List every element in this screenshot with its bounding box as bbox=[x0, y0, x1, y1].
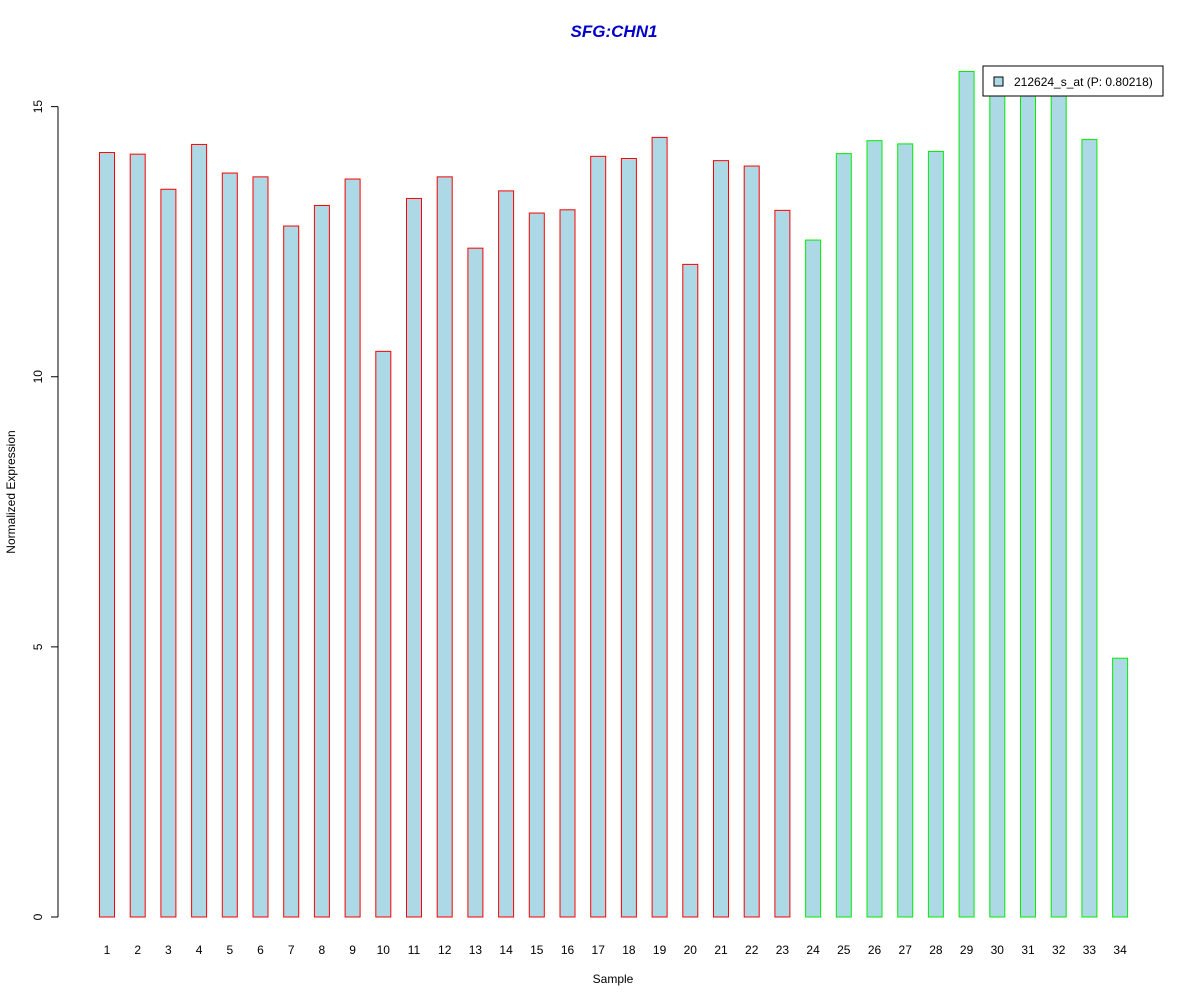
bar-sample-30 bbox=[989, 79, 1006, 918]
x-tick-label: 7 bbox=[288, 943, 295, 957]
y-axis: 0 5 10 15 bbox=[31, 100, 59, 920]
bar-sample-14 bbox=[498, 190, 515, 918]
bar-sample-9 bbox=[344, 178, 361, 918]
bar-sample-12 bbox=[436, 176, 453, 918]
bar-sample-24 bbox=[805, 239, 822, 918]
x-tick-label: 26 bbox=[868, 943, 882, 957]
bar-sample-20 bbox=[682, 263, 699, 918]
bar-sample-18 bbox=[620, 157, 637, 918]
x-tick-label: 5 bbox=[226, 943, 233, 957]
x-tick-label: 20 bbox=[684, 943, 698, 957]
x-tick-label: 27 bbox=[899, 943, 913, 957]
bar-sample-27 bbox=[897, 143, 914, 918]
bar-sample-17 bbox=[590, 155, 607, 918]
x-tick-label: 12 bbox=[438, 943, 452, 957]
x-tick-label: 3 bbox=[165, 943, 172, 957]
x-tick-label: 30 bbox=[991, 943, 1005, 957]
bars-group bbox=[99, 65, 1129, 918]
bar-sample-7 bbox=[283, 225, 300, 918]
bar-sample-32 bbox=[1050, 95, 1067, 918]
x-tick-label: 32 bbox=[1052, 943, 1066, 957]
bar-sample-10 bbox=[375, 350, 392, 918]
bar-sample-23 bbox=[774, 209, 791, 918]
x-tick-label: 25 bbox=[837, 943, 851, 957]
bar-sample-16 bbox=[559, 209, 576, 918]
x-tick-label: 34 bbox=[1113, 943, 1127, 957]
x-tick-label: 22 bbox=[745, 943, 759, 957]
x-tick-label: 21 bbox=[714, 943, 728, 957]
x-tick-labels: 1 2 3 4 5 6 7 8 9 10 11 12 13 14 15 16 17 18 19 20 21 22 23 24 2… bbox=[104, 943, 1127, 957]
x-tick-label: 9 bbox=[349, 943, 356, 957]
bar-sample-34 bbox=[1112, 657, 1129, 918]
y-tick-label: 15 bbox=[31, 100, 45, 114]
x-tick-label: 4 bbox=[196, 943, 203, 957]
legend-swatch bbox=[993, 76, 1004, 87]
bar-sample-6 bbox=[252, 176, 269, 918]
bar-sample-21 bbox=[713, 160, 729, 918]
x-tick-label: 10 bbox=[377, 943, 391, 957]
legend-box bbox=[982, 65, 1164, 97]
x-tick-label: 14 bbox=[499, 943, 513, 957]
legend: 212624_s_at (P: 0.80218) bbox=[982, 65, 1164, 97]
bar-sample-29 bbox=[958, 71, 975, 918]
x-tick-label: 13 bbox=[469, 943, 483, 957]
bar-sample-33 bbox=[1081, 139, 1098, 918]
x-tick-label: 18 bbox=[622, 943, 636, 957]
x-tick-label: 17 bbox=[592, 943, 606, 957]
bar-sample-28 bbox=[927, 150, 944, 918]
x-tick-label: 15 bbox=[530, 943, 544, 957]
bar-sample-11 bbox=[406, 197, 422, 918]
bar-sample-13 bbox=[467, 247, 484, 918]
bar-sample-26 bbox=[866, 140, 883, 918]
x-tick-label: 24 bbox=[806, 943, 820, 957]
x-tick-label: 6 bbox=[257, 943, 264, 957]
x-tick-label: 33 bbox=[1083, 943, 1097, 957]
legend-label: 212624_s_at (P: 0.80218) bbox=[1014, 75, 1153, 89]
y-axis-title: Normalized Expression bbox=[4, 430, 18, 553]
x-tick-label: 28 bbox=[929, 943, 943, 957]
x-tick-label: 2 bbox=[134, 943, 141, 957]
chart-title: SFG:CHN1 bbox=[571, 22, 658, 41]
bar-sample-31 bbox=[1020, 65, 1036, 918]
y-tick-label: 10 bbox=[31, 370, 45, 384]
bar-sample-1 bbox=[99, 152, 115, 918]
bar-sample-22 bbox=[743, 165, 760, 918]
bar-sample-4 bbox=[191, 143, 208, 918]
bar-sample-3 bbox=[160, 188, 177, 918]
x-tick-label: 29 bbox=[960, 943, 974, 957]
y-tick-label: 0 bbox=[31, 913, 45, 920]
bar-sample-15 bbox=[528, 212, 545, 918]
bar-sample-5 bbox=[221, 172, 238, 918]
x-tick-label: 8 bbox=[319, 943, 326, 957]
y-tick-label: 5 bbox=[31, 643, 45, 650]
bar-sample-25 bbox=[835, 153, 852, 918]
x-tick-label: 11 bbox=[408, 943, 421, 957]
x-tick-label: 23 bbox=[776, 943, 790, 957]
bar-sample-2 bbox=[129, 153, 146, 918]
x-tick-label: 31 bbox=[1021, 943, 1035, 957]
x-tick-label: 19 bbox=[653, 943, 667, 957]
bar-sample-8 bbox=[313, 204, 330, 918]
bar-sample-19 bbox=[651, 136, 668, 918]
x-axis-title: Sample bbox=[593, 972, 634, 986]
x-tick-label: 1 bbox=[104, 943, 111, 957]
x-tick-label: 16 bbox=[561, 943, 575, 957]
